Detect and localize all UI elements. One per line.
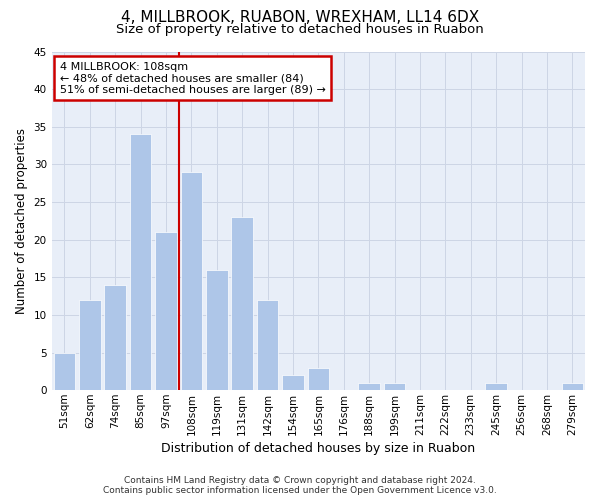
Y-axis label: Number of detached properties: Number of detached properties xyxy=(15,128,28,314)
Bar xyxy=(53,352,75,390)
Text: Size of property relative to detached houses in Ruabon: Size of property relative to detached ho… xyxy=(116,22,484,36)
Bar xyxy=(384,382,406,390)
Text: Contains HM Land Registry data © Crown copyright and database right 2024.
Contai: Contains HM Land Registry data © Crown c… xyxy=(103,476,497,495)
Bar xyxy=(562,382,583,390)
Bar xyxy=(282,375,304,390)
Bar xyxy=(155,232,177,390)
Text: 4, MILLBROOK, RUABON, WREXHAM, LL14 6DX: 4, MILLBROOK, RUABON, WREXHAM, LL14 6DX xyxy=(121,10,479,25)
Bar xyxy=(485,382,507,390)
Bar xyxy=(232,217,253,390)
Bar xyxy=(206,270,227,390)
Bar xyxy=(181,172,202,390)
X-axis label: Distribution of detached houses by size in Ruabon: Distribution of detached houses by size … xyxy=(161,442,475,455)
Bar xyxy=(79,300,101,390)
Bar xyxy=(358,382,380,390)
Text: 4 MILLBROOK: 108sqm
← 48% of detached houses are smaller (84)
51% of semi-detach: 4 MILLBROOK: 108sqm ← 48% of detached ho… xyxy=(59,62,326,95)
Bar xyxy=(104,285,126,390)
Bar xyxy=(308,368,329,390)
Bar xyxy=(130,134,151,390)
Bar xyxy=(257,300,278,390)
